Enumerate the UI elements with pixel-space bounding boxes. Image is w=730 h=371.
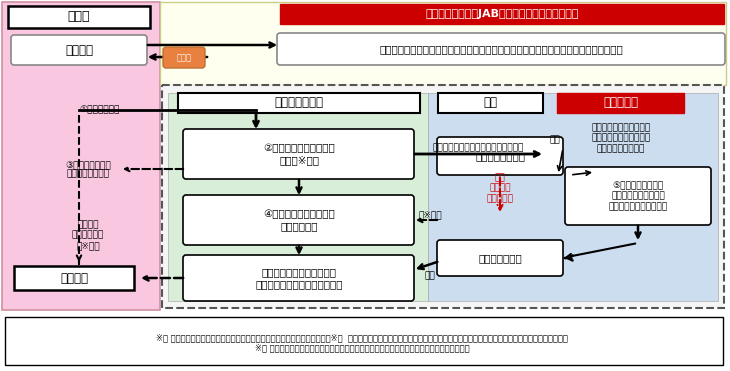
Text: 審査期間延長通知: 審査期間延長通知	[66, 170, 110, 178]
FancyBboxPatch shape	[163, 47, 205, 68]
Bar	[160, 2, 726, 85]
Text: 産業保安監督部: 産業保安監督部	[274, 96, 323, 109]
FancyBboxPatch shape	[437, 240, 563, 276]
Text: 連絡: 連絡	[425, 272, 435, 280]
Bar	[438, 93, 543, 113]
Text: ⑤特殊設備に対する
技術基準適合性の確認
（複数回の場合もあり）: ⑤特殊設備に対する 技術基準適合性の確認 （複数回の場合もあり）	[608, 181, 667, 211]
FancyBboxPatch shape	[11, 35, 147, 65]
Text: ④特殊設備以外の設備等
について審査: ④特殊設備以外の設備等 について審査	[263, 209, 335, 231]
Text: （※３）: （※３）	[418, 210, 442, 220]
Text: 不要
（年内に
開始予定）: 不要 （年内に 開始予定）	[487, 173, 513, 203]
Bar	[280, 4, 724, 24]
Text: 工事計画: 工事計画	[65, 43, 93, 56]
Bar	[178, 93, 420, 113]
Text: 専門家会議の要否: 専門家会議の要否	[475, 151, 525, 161]
Text: 工事開始: 工事開始	[60, 272, 88, 285]
Bar	[2, 2, 160, 310]
FancyBboxPatch shape	[565, 167, 711, 225]
Text: 確認書: 確認書	[177, 53, 191, 62]
Bar	[162, 85, 724, 308]
Bar	[8, 6, 150, 28]
FancyBboxPatch shape	[437, 137, 563, 175]
Bar	[14, 266, 134, 290]
FancyBboxPatch shape	[183, 129, 414, 179]
FancyBboxPatch shape	[183, 255, 414, 301]
Text: 連絡（特殊設備に対する審査の依頼）: 連絡（特殊設備に対する審査の依頼）	[432, 144, 523, 152]
Text: 全ての設備についての審査
結果のとりまとめ・受理手続き: 全ての設備についての審査 結果のとりまとめ・受理手続き	[255, 267, 343, 289]
Text: 必要: 必要	[550, 135, 561, 144]
Text: 設置場所の現地風条件・運転条件に対する設計妥当性の確認（ウィンドファーム認証）: 設置場所の現地風条件・運転条件に対する設計妥当性の確認（ウィンドファーム認証）	[379, 44, 623, 54]
Bar	[428, 93, 718, 301]
Text: 確認結果の通知: 確認結果の通知	[478, 253, 522, 263]
Text: 専門家会議: 専門家会議	[604, 96, 639, 109]
Bar	[168, 93, 428, 301]
Text: 第三者認証機関（JABの認定を受けた認証機関）: 第三者認証機関（JABの認定を受けた認証機関）	[426, 9, 579, 19]
Text: 事業者: 事業者	[68, 10, 91, 23]
Text: 延長した
審査期間経過
（※２）: 延長した 審査期間経過 （※２）	[72, 220, 104, 250]
Text: ②一般設備／特殊設備の
判定（※１）: ②一般設備／特殊設備の 判定（※１）	[263, 143, 335, 165]
Bar	[5, 317, 723, 365]
FancyBboxPatch shape	[183, 195, 414, 245]
Text: 本省: 本省	[483, 96, 497, 109]
Text: ③（必要に応じ）: ③（必要に応じ）	[65, 161, 111, 170]
Text: ※１ 風力発電所の設置又は変更の工事計画の審査に関する実施要領で定義。※２  審査の結果、技術基準適合反等が認められる場合は、計画の変更又は廃止を命ずることがで: ※１ 風力発電所の設置又は変更の工事計画の審査に関する実施要領で定義。※２ 審査…	[156, 333, 568, 352]
FancyBboxPatch shape	[277, 33, 725, 65]
Text: 現地風条件・運転条件に
対する設計妥当性の確認
型式認証の取得確認: 現地風条件・運転条件に 対する設計妥当性の確認 型式認証の取得確認	[591, 123, 650, 153]
Bar	[557, 93, 684, 113]
Text: ①工事計画届出: ①工事計画届出	[80, 105, 120, 115]
